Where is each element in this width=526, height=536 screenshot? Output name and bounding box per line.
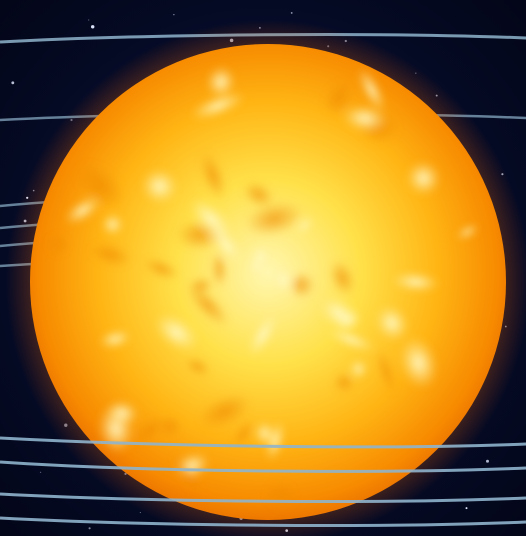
solar-granule — [198, 394, 251, 430]
star — [173, 14, 175, 16]
solar-granule — [187, 284, 229, 326]
solar-granule — [296, 216, 313, 234]
orbit-lines-front — [0, 436, 526, 527]
solar-granule — [99, 330, 131, 349]
solar-granule — [206, 66, 236, 98]
solar-granule — [106, 400, 139, 425]
solar-granule — [211, 251, 227, 288]
solar-granule — [399, 336, 438, 389]
solar-granule — [273, 266, 294, 294]
solar-granule — [233, 420, 254, 448]
star — [465, 507, 468, 510]
solar-granule — [327, 328, 376, 352]
solar-granule — [248, 312, 278, 358]
star — [486, 459, 489, 463]
solar-granule — [189, 277, 213, 294]
solar-granule — [358, 67, 386, 113]
solar-granule — [329, 260, 355, 296]
sun-disc — [30, 44, 506, 520]
solar-granule — [200, 151, 226, 200]
solar-granule — [391, 272, 440, 292]
solar-granule — [243, 181, 274, 208]
star — [139, 512, 141, 514]
solar-granule — [158, 416, 181, 437]
solar-granule — [47, 234, 68, 255]
solar-granule — [185, 357, 210, 376]
solar-granule — [245, 201, 304, 236]
star — [39, 471, 42, 473]
solar-granule — [319, 296, 359, 331]
solar-granule — [376, 347, 396, 396]
solar-granule — [75, 162, 126, 210]
solar-granule — [189, 198, 234, 242]
star — [290, 11, 293, 14]
solar-granule — [134, 416, 165, 444]
star — [90, 25, 95, 29]
star — [88, 527, 91, 530]
solar-granule — [333, 373, 355, 393]
solar-granule — [141, 169, 178, 204]
solar-granule — [254, 421, 275, 446]
solar-granule — [89, 243, 132, 267]
solar-granule — [342, 104, 388, 133]
solar-granule — [65, 196, 101, 224]
solar-granule — [190, 92, 246, 120]
solar-granule — [143, 258, 179, 280]
solar-granule — [349, 359, 368, 379]
solar-granule — [288, 272, 315, 298]
sun-surface-texture — [47, 66, 479, 510]
solar-granule — [456, 224, 479, 240]
solar-granule — [406, 161, 441, 196]
solar-granule — [375, 305, 409, 341]
solar-granule — [172, 453, 205, 503]
solar-granule — [101, 213, 124, 236]
solar-granule — [250, 245, 271, 268]
star — [11, 81, 15, 85]
solar-granule — [154, 313, 199, 352]
star — [88, 19, 90, 21]
solar-granule — [324, 81, 353, 115]
